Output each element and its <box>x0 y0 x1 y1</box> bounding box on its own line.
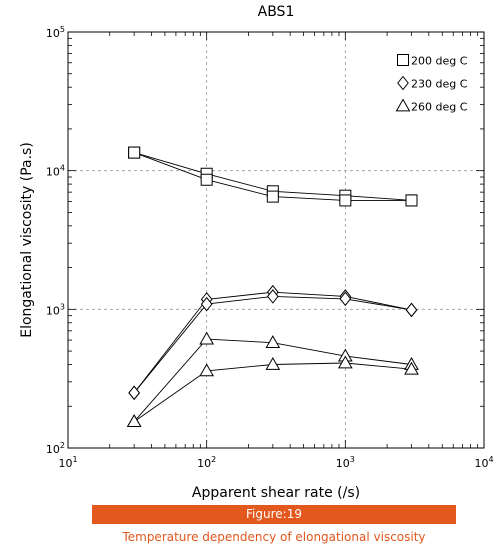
legend-marker-diamond <box>397 75 409 91</box>
data-point-triangle <box>126 414 142 427</box>
legend-label: 200 deg C <box>411 55 468 68</box>
data-point-diamond <box>339 291 352 307</box>
figure-number-banner: Figure:19 <box>92 505 456 524</box>
data-point-triangle <box>337 355 353 369</box>
tick-label: 104 <box>46 164 65 179</box>
data-point-triangle <box>199 331 215 345</box>
chart-title: ABS1 <box>258 4 295 20</box>
x-tick-labels: 101 102 103 104 <box>58 455 493 470</box>
series-group <box>126 146 419 427</box>
legend-label: 260 deg C <box>411 101 468 114</box>
tick-label: 101 <box>58 455 77 470</box>
data-point-triangle <box>404 361 419 375</box>
tick-label: 103 <box>46 302 65 317</box>
tick-label: 103 <box>336 455 355 470</box>
plot-frame <box>67 31 485 449</box>
legend-label: 230 deg C <box>411 78 468 91</box>
data-point-square <box>266 190 279 203</box>
data-point-triangle <box>199 363 215 377</box>
tick-label: 102 <box>46 441 65 456</box>
data-point-diamond <box>128 385 141 401</box>
series-line <box>133 362 412 422</box>
data-point-triangle <box>265 335 281 349</box>
legend-marker-triangle <box>395 98 411 112</box>
x-axis-label: Apparent shear rate (/s) <box>192 485 360 500</box>
series-line <box>133 338 412 422</box>
tick-label: 105 <box>46 25 65 40</box>
data-point-diamond <box>266 289 279 304</box>
data-point-triangle <box>265 357 281 370</box>
grid-lines <box>68 32 484 448</box>
figure-caption: Temperature dependency of elongational v… <box>122 530 426 544</box>
y-axis-label: Elongational viscosity (Pa.s) <box>19 142 35 338</box>
y-tick-labels: 102 103 104 105 <box>46 25 65 456</box>
legend: 200 deg C 230 deg C 260 deg C <box>395 54 468 114</box>
data-point-square <box>128 146 141 159</box>
legend-marker-square <box>397 54 409 66</box>
tick-label: 104 <box>474 455 493 470</box>
data-point-diamond <box>405 302 418 318</box>
tick-label: 102 <box>197 455 216 470</box>
data-point-square <box>200 173 213 186</box>
data-point-square <box>405 194 418 207</box>
data-point-square <box>339 194 352 207</box>
data-point-diamond <box>200 296 213 312</box>
axis-ticks <box>67 32 484 449</box>
